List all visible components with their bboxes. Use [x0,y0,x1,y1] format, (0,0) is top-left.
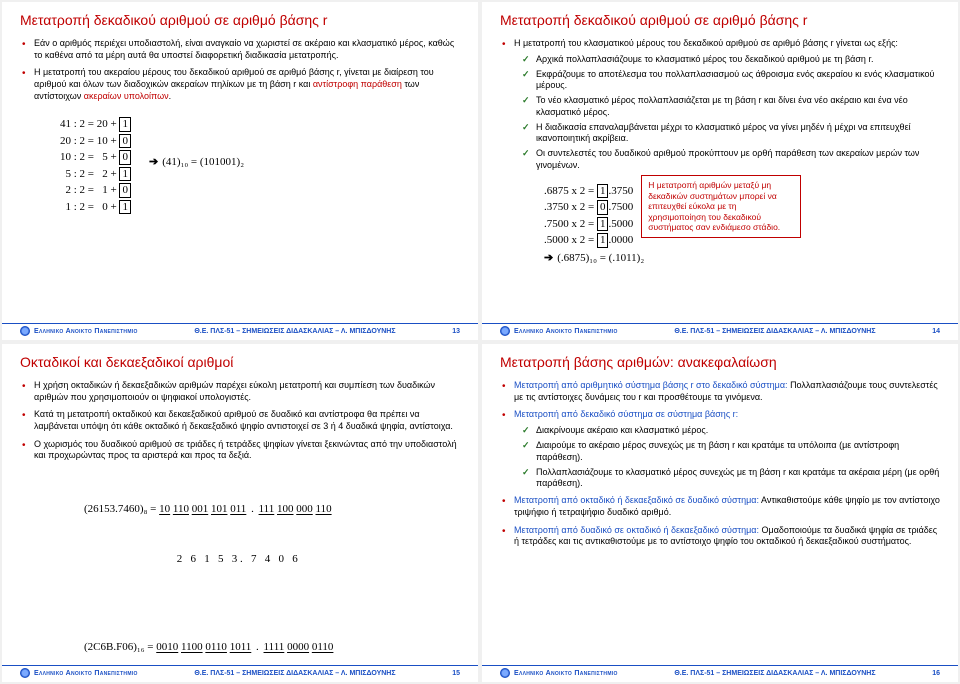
slide-footer: Ελληνικο Ανοικτο Πανεπιστημιο Θ.Ε. ΠΛΣ-5… [2,323,478,336]
octal-example: (26153.7460)₈ = 10 110 001 101 011 . 111… [84,468,460,600]
slide-title: Μετατροπή βάσης αριθμών: ανακεφαλαίωση [500,354,940,370]
check-item: Το νέο κλασματικό μέρος πολλαπλασιάζεται… [514,95,940,118]
slide-footer: Ελληνικο Ανοικτο Πανεπιστημιο Θ.Ε. ΠΛΣ-5… [482,665,958,678]
slide-14: Μετατροπή δεκαδικού αριθμού σε αριθμό βά… [482,2,958,340]
division-table: 41 : 2 = 20 + 120 : 2 = 10 + 010 : 2 = 5… [60,116,131,215]
slide-footer: Ελληνικο Ανοικτο Πανεπιστημιο Θ.Ε. ΠΛΣ-5… [2,665,478,678]
bullet-list: Εάν ο αριθμός περιέχει υποδιαστολή, είνα… [20,38,460,102]
bullet: Η μετατροπή του κλασματικού μέρους του δ… [500,38,940,265]
bullet: Μετατροπή από οκταδικό ή δεκαεξαδικό σε … [500,495,940,518]
slide-15: Οκταδικοί και δεκαεξαδικοί αριθμοί Η χρή… [2,344,478,682]
slide-16: Μετατροπή βάσης αριθμών: ανακεφαλαίωση Μ… [482,344,958,682]
bullet: Η χρήση οκταδικών ή δεκαεξαδικών αριθμών… [20,380,460,403]
logo-icon [20,326,30,336]
logo-icon [500,668,510,678]
conversion-result: ➔(41)₁₀ = (101001)₂ [149,155,244,168]
bullet: Μετατροπή από δυαδικό σε οκταδικό ή δεκα… [500,525,940,548]
bullet: Μετατροπή από δεκαδικό σύστημα σε σύστημ… [500,409,940,489]
check-item: Η διαδικασία επαναλαμβάνεται μέχρι το κλ… [514,122,940,145]
bullet: Κατά τη μετατροπή οκταδικού και δεκαεξαδ… [20,409,460,432]
bullet: Μετατροπή από αριθμητικό σύστημα βάσης r… [500,380,940,403]
bullet-list: Η μετατροπή του κλασματικού μέρους του δ… [500,38,940,265]
slide-13: Μετατροπή δεκαδικού αριθμού σε αριθμό βά… [2,2,478,340]
check-list: Διακρίνουμε ακέραιο και κλασματικό μέρος… [514,425,940,489]
bullet-list: Μετατροπή από αριθμητικό σύστημα βάσης r… [500,380,940,548]
slide-title: Μετατροπή δεκαδικού αριθμού σε αριθμό βά… [20,12,460,28]
bullet: Η μετατροπή του ακεραίου μέρους του δεκα… [20,67,460,102]
bullet-list: Η χρήση οκταδικών ή δεκαεξαδικών αριθμών… [20,380,460,682]
check-item: Αρχικά πολλαπλασιάζουμε το κλασματικό μέ… [514,54,940,65]
check-item: Εκφράζουμε το αποτέλεσμα του πολλαπλασια… [514,69,940,92]
logo-icon [20,668,30,678]
conversion-result: ➔(.6875)₁₀ = (.1011)₂ [544,251,940,265]
slide-footer: Ελληνικο Ανοικτο Πανεπιστημιο Θ.Ε. ΠΛΣ-5… [482,323,958,336]
logo-icon [500,326,510,336]
check-item: Οι συντελεστές του δυαδικού αριθμού προκ… [514,148,940,171]
slide-title: Οκταδικοί και δεκαεξαδικοί αριθμοί [20,354,460,370]
multiplication-table: .6875 x 2 = 1.3750.3750 x 2 = 0.7500.750… [544,183,633,249]
check-list: Αρχικά πολλαπλασιάζουμε το κλασματικό μέ… [514,54,940,171]
bullet: Ο χωρισμός του δυαδικού αριθμού σε τριάδ… [20,439,460,682]
bullet: Εάν ο αριθμός περιέχει υποδιαστολή, είνα… [20,38,460,61]
slide-title: Μετατροπή δεκαδικού αριθμού σε αριθμό βά… [500,12,940,28]
check-item: Διακρίνουμε ακέραιο και κλασματικό μέρος… [514,425,940,436]
check-item: Πολλαπλασιάζουμε το κλασματικό μέρος συν… [514,467,940,490]
note-box: Η μετατροπή αριθμών μεταξύ μη δεκαδικών … [641,175,801,238]
check-item: Διαιρούμε το ακέραιο μέρος συνεχώς με τη… [514,440,940,463]
